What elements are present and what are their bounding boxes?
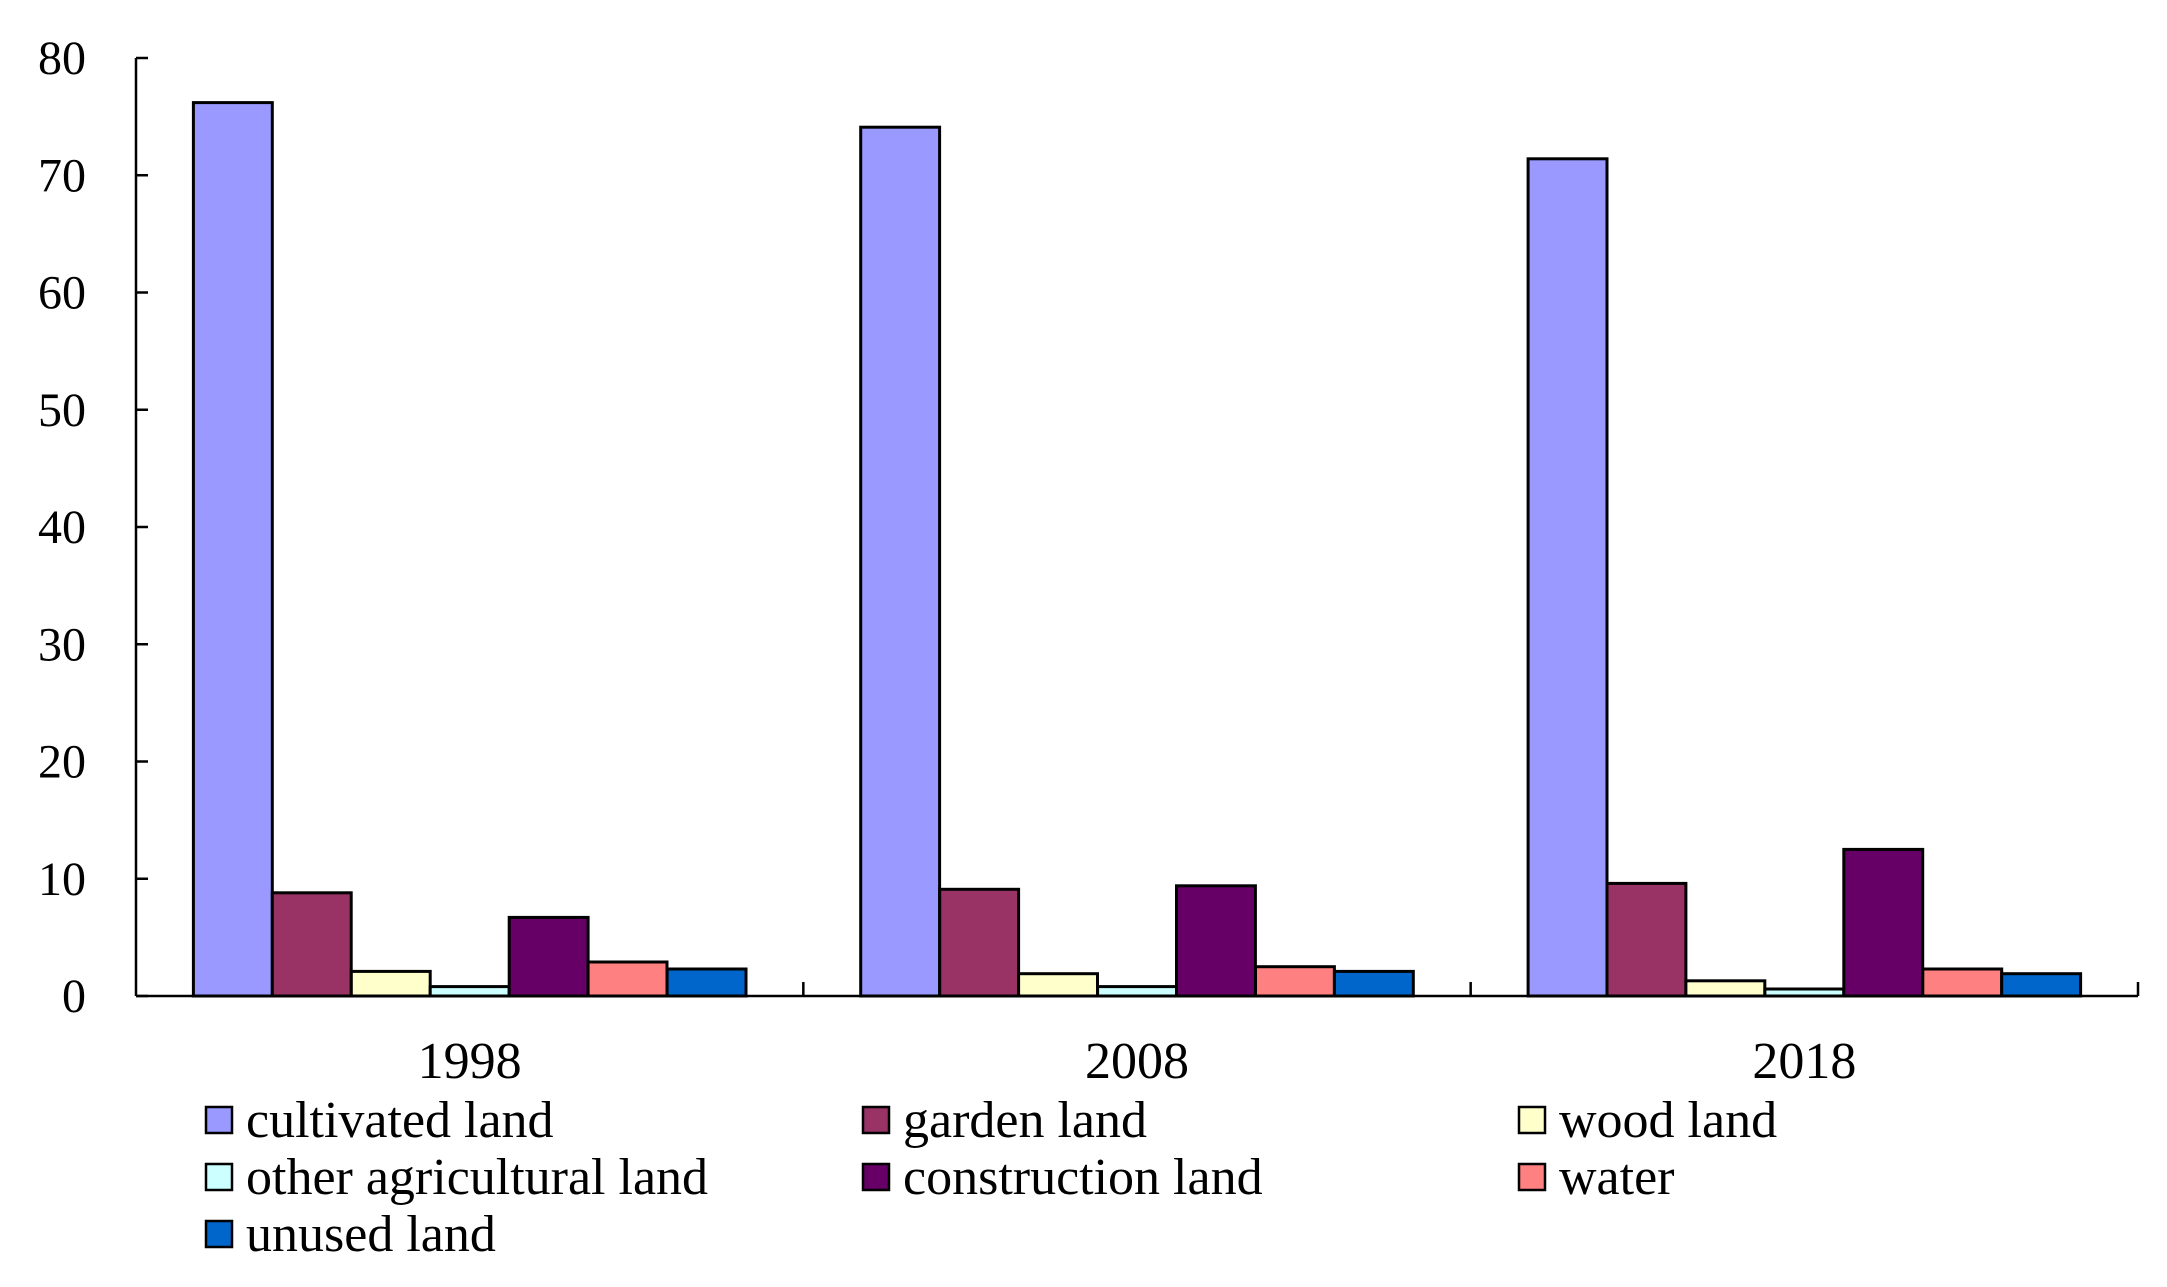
y-tick-label: 60 [38,267,86,320]
bar-garden-land-2018 [1605,881,1688,998]
y-tick-label: 40 [38,501,86,554]
legend: cultivated land garden land wood land other… [204,1092,1777,1263]
bar-cultivated-land-2018 [1526,157,1609,998]
bar-wood-land-1998 [349,969,432,998]
legend-label-construction-land: construction land [903,1149,1263,1206]
y-tick-label: 70 [38,149,86,202]
y-tick-label: 10 [38,853,86,906]
legend-swatch-other-agricultural-land [204,1162,234,1192]
x-label-2018: 2018 [1752,1033,1856,1090]
bar-construction-land-2018 [1842,847,1925,998]
y-axis-ticks: 0 10 20 30 40 50 60 70 80 [38,32,148,1023]
legend-swatch-wood-land [1517,1105,1547,1135]
bar-water-2018 [1921,967,2004,998]
legend-label-garden-land: garden land [903,1092,1147,1149]
x-label-1998: 1998 [418,1033,522,1090]
legend-swatch-water [1517,1162,1547,1192]
legend-swatch-garden-land [861,1105,891,1135]
legend-label-unused-land: unused land [246,1206,496,1263]
y-tick-label: 0 [62,970,86,1023]
bar-garden-land-1998 [270,891,353,998]
bar-wood-land-2018 [1684,979,1767,998]
bar-construction-land-2008 [1175,884,1257,998]
bar-unused-land-1998 [665,967,748,998]
bar-unused-land-2008 [1332,969,1415,998]
legend-label-wood-land: wood land [1559,1092,1777,1149]
bar-other-agricultural-land-2008 [1096,985,1178,998]
legend-swatch-construction-land [861,1162,891,1192]
y-tick-label: 30 [38,618,86,671]
legend-label-other-agricultural-land: other agricultural land [246,1149,708,1206]
bars-group [191,101,2083,998]
legend-label-cultivated-land: cultivated land [246,1092,554,1149]
axes-group [134,58,2140,998]
legend-label-water: water [1559,1149,1674,1206]
x-axis-labels: 1998 2008 2018 [418,1033,1857,1090]
y-tick-label: 20 [38,736,86,789]
y-tick-label: 80 [38,32,86,85]
legend-swatch-unused-land [204,1219,234,1249]
bar-water-1998 [586,960,669,998]
bar-other-agricultural-land-1998 [428,985,511,998]
y-tick-label: 50 [38,384,86,437]
bar-water-2008 [1254,965,1336,998]
bar-cultivated-land-2008 [859,125,942,998]
bar-cultivated-land-1998 [191,101,274,998]
x-label-2008: 2008 [1085,1033,1189,1090]
bar-wood-land-2008 [1017,972,1099,998]
legend-swatch-cultivated-land [204,1105,234,1135]
bar-garden-land-2008 [938,887,1021,998]
bar-construction-land-1998 [507,915,590,998]
bar-unused-land-2018 [2000,972,2083,998]
